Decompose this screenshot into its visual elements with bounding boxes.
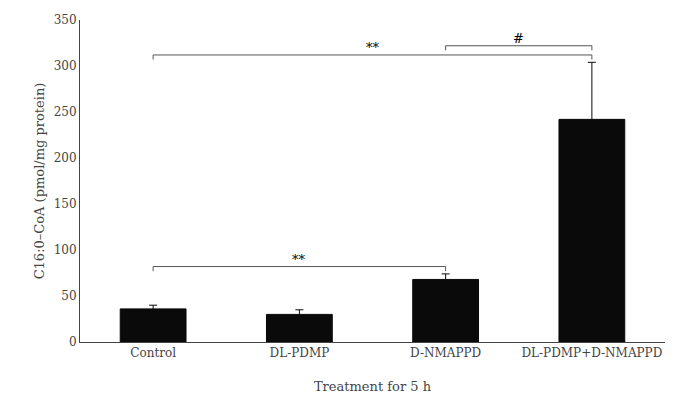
svg-text:#: # — [513, 31, 524, 46]
svg-text:D-NMAPPD: D-NMAPPD — [410, 346, 481, 360]
svg-text:250: 250 — [54, 105, 77, 119]
svg-text:**: ** — [292, 252, 306, 267]
svg-text:150: 150 — [54, 197, 77, 211]
svg-text:Treatment for 5 h: Treatment for 5 h — [314, 379, 432, 394]
svg-text:C16:0–CoA (pmol/mg protein): C16:0–CoA (pmol/mg protein) — [32, 83, 47, 280]
svg-text:DL-PDMP+D-NMAPPD: DL-PDMP+D-NMAPPD — [521, 346, 662, 360]
svg-text:200: 200 — [54, 151, 77, 165]
svg-text:Control: Control — [130, 346, 176, 360]
svg-text:50: 50 — [61, 289, 76, 303]
svg-text:350: 350 — [54, 13, 77, 27]
svg-text:0: 0 — [69, 335, 77, 349]
svg-text:**: ** — [366, 40, 380, 55]
svg-text:300: 300 — [54, 59, 77, 73]
svg-text:100: 100 — [54, 243, 77, 257]
svg-text:DL-PDMP: DL-PDMP — [270, 346, 330, 360]
